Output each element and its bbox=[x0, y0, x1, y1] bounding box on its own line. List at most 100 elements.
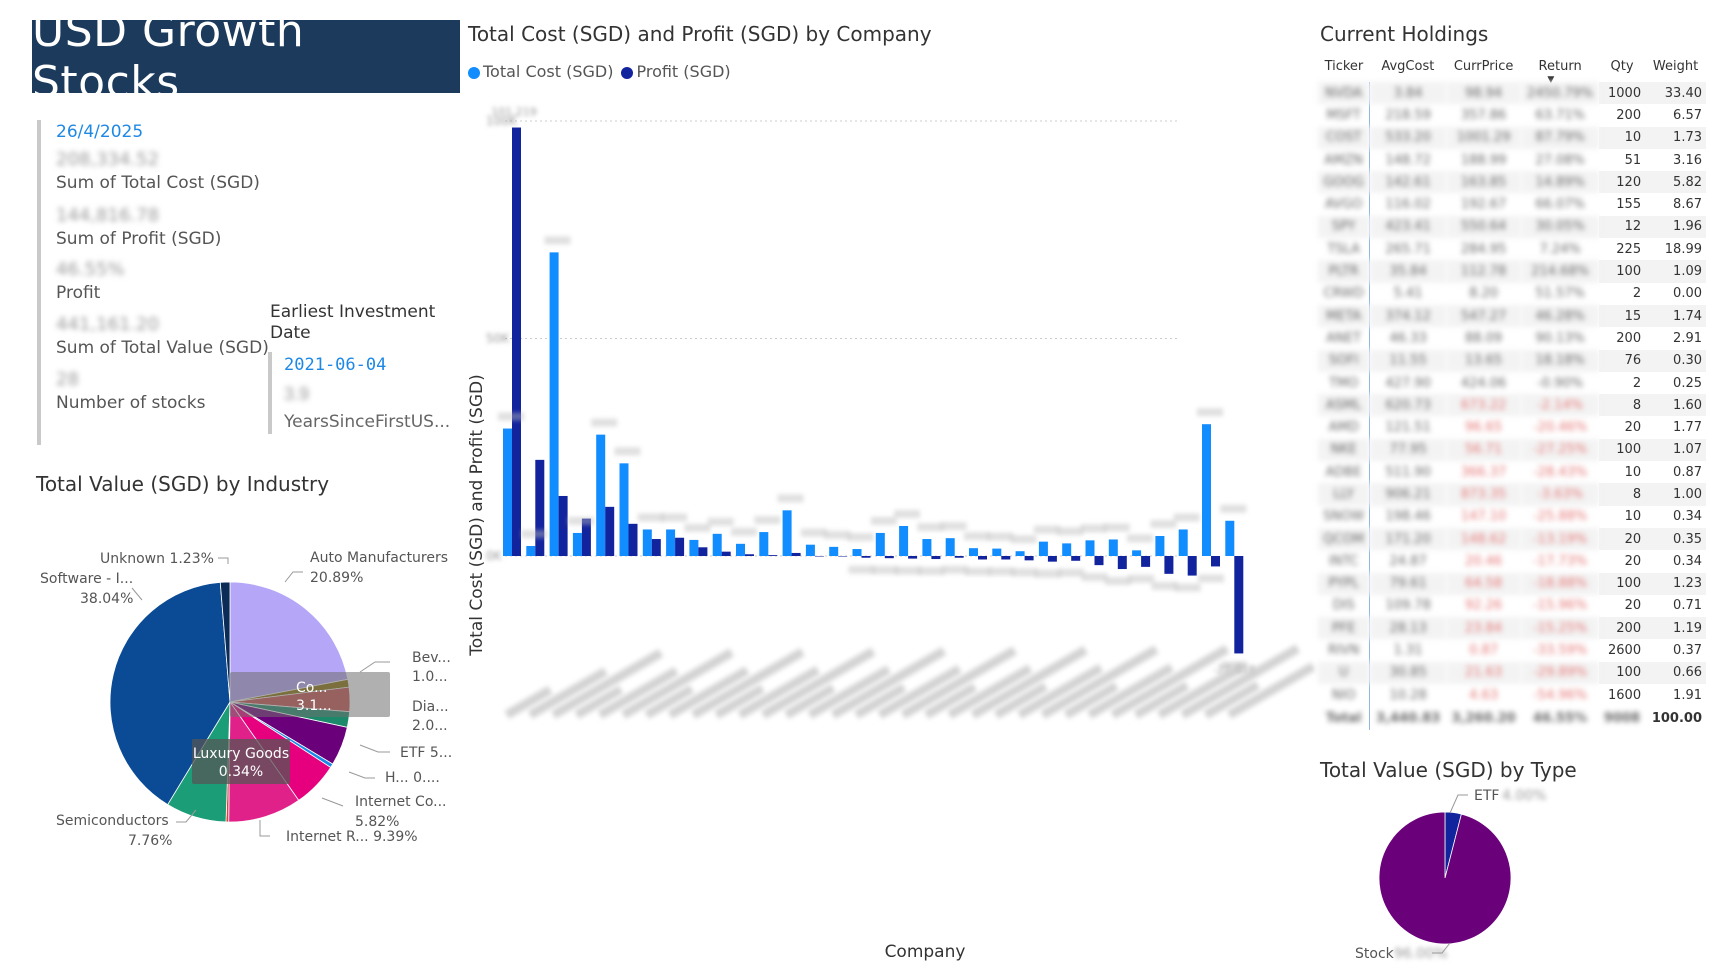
table-row[interactable]: PLTR 35.84 112.78 214.68% 100 1.09 bbox=[1318, 260, 1706, 283]
table-row[interactable]: RIVN 1.31 0.87 -33.59% 2600 0.37 bbox=[1318, 639, 1706, 662]
table-row[interactable]: ADBE 511.90 366.37 -28.43% 10 0.87 bbox=[1318, 461, 1706, 484]
bar-profit[interactable] bbox=[768, 555, 778, 556]
slice-stock-type[interactable] bbox=[1378, 811, 1512, 945]
bar-total-cost[interactable] bbox=[1202, 424, 1211, 556]
bar-total-cost[interactable] bbox=[1038, 541, 1048, 556]
bar-total-cost[interactable] bbox=[596, 434, 606, 556]
table-row[interactable]: AVGO 116.02 192.67 66.07% 155 8.67 bbox=[1318, 193, 1706, 216]
bar-total-cost[interactable] bbox=[852, 549, 862, 556]
table-row[interactable]: SOFI 11.55 13.65 18.18% 76 0.30 bbox=[1318, 349, 1706, 372]
bar-profit[interactable] bbox=[931, 556, 941, 560]
bar-total-cost[interactable] bbox=[712, 533, 722, 556]
bar-profit[interactable] bbox=[838, 556, 848, 557]
bar-profit[interactable] bbox=[628, 523, 638, 556]
table-row[interactable]: DIS 109.78 92.26 -15.96% 20 0.71 bbox=[1318, 594, 1706, 618]
bar-total-cost[interactable] bbox=[526, 545, 536, 556]
bar-profit[interactable] bbox=[954, 556, 964, 558]
table-row[interactable]: ASML 620.73 673.22 -2.14% 8 1.60 bbox=[1318, 394, 1706, 417]
table-row[interactable]: META 374.12 547.27 46.28% 15 1.74 bbox=[1318, 304, 1706, 328]
col-currprice[interactable]: CurrPrice bbox=[1453, 58, 1514, 74]
bar-profit[interactable] bbox=[1234, 556, 1244, 654]
table-row[interactable]: QCOM 171.20 148.62 -13.19% 20 0.35 bbox=[1318, 527, 1706, 551]
bar-profit[interactable] bbox=[745, 554, 754, 556]
bar-total-cost[interactable] bbox=[1132, 550, 1142, 556]
col-ticker[interactable]: Ticker bbox=[1324, 58, 1364, 74]
bar-total-cost[interactable] bbox=[1155, 535, 1165, 556]
bar-total-cost[interactable] bbox=[642, 529, 652, 556]
bar-profit[interactable] bbox=[1141, 556, 1151, 567]
table-row[interactable]: INTC 24.87 20.46 -17.73% 20 0.34 bbox=[1318, 550, 1706, 573]
bar-profit[interactable] bbox=[861, 556, 871, 558]
bar-profit[interactable] bbox=[884, 556, 894, 559]
bar-total-cost[interactable] bbox=[805, 544, 815, 556]
bar-profit[interactable] bbox=[978, 556, 987, 560]
bar-total-cost[interactable] bbox=[736, 543, 745, 556]
table-row[interactable]: COST 533.20 1001.29 87.79% 10 1.73 bbox=[1318, 126, 1706, 149]
bar-total-cost[interactable] bbox=[619, 463, 629, 556]
bar-total-cost[interactable] bbox=[782, 510, 792, 556]
bar-profit[interactable] bbox=[908, 556, 918, 559]
table-row[interactable]: PYPL 79.61 64.58 -18.88% 100 1.23 bbox=[1318, 572, 1706, 595]
table-row[interactable]: GOOG 142.61 163.85 14.89% 120 5.82 bbox=[1318, 171, 1706, 194]
bar-profit[interactable] bbox=[512, 127, 521, 557]
bar-total-cost[interactable] bbox=[666, 529, 676, 556]
bar-profit[interactable] bbox=[1047, 556, 1057, 562]
bar-profit[interactable] bbox=[535, 459, 545, 556]
bar-total-cost[interactable] bbox=[1225, 520, 1235, 556]
bar-profit[interactable] bbox=[1024, 556, 1034, 561]
table-row[interactable]: NIO 10.28 4.63 -54.96% 1600 1.91 bbox=[1318, 684, 1706, 707]
table-row[interactable]: TSLA 265.71 284.95 7.24% 225 18.99 bbox=[1318, 238, 1706, 261]
bar-total-cost[interactable] bbox=[1085, 540, 1095, 556]
bar-total-cost[interactable] bbox=[945, 538, 955, 556]
bar-total-cost[interactable] bbox=[969, 548, 978, 556]
bar-total-cost[interactable] bbox=[1062, 543, 1072, 556]
table-row[interactable]: SPY 423.41 550.64 30.05% 12 1.96 bbox=[1318, 215, 1706, 239]
table-row[interactable]: AMZN 148.72 188.99 27.08% 51 3.16 bbox=[1318, 148, 1706, 172]
bar-profit[interactable] bbox=[675, 537, 685, 556]
slice-unknown[interactable] bbox=[219, 581, 231, 703]
table-row[interactable]: LLY 906.21 873.35 -3.63% 8 1.00 bbox=[1318, 483, 1706, 506]
bar-total-cost[interactable] bbox=[1108, 539, 1118, 556]
bar-total-cost[interactable] bbox=[1015, 551, 1025, 556]
table-row[interactable]: NKE 77.95 56.71 -27.25% 100 1.07 bbox=[1318, 438, 1706, 462]
bar-profit[interactable] bbox=[1094, 556, 1104, 566]
bar-total-cost[interactable] bbox=[899, 525, 909, 556]
bar-profit[interactable] bbox=[791, 552, 801, 556]
bar-profit[interactable] bbox=[1001, 556, 1011, 560]
bar-profit[interactable] bbox=[721, 551, 731, 556]
table-row[interactable]: CRWD 5.41 8.20 51.57% 2 0.00 bbox=[1318, 282, 1706, 305]
legend-item-total-cost[interactable]: Total Cost (SGD) bbox=[468, 62, 613, 81]
bar-profit[interactable] bbox=[558, 495, 568, 556]
bar-profit[interactable] bbox=[1117, 556, 1127, 570]
col-qty[interactable]: Qty bbox=[1610, 58, 1634, 74]
table-row[interactable]: SNOW 198.46 147.10 -25.88% 10 0.34 bbox=[1318, 505, 1706, 528]
bar-total-cost[interactable] bbox=[689, 539, 699, 556]
bar-profit[interactable] bbox=[1071, 556, 1081, 561]
bar-total-cost[interactable] bbox=[829, 546, 839, 556]
table-row[interactable]: TMO 427.90 424.06 -0.90% 2 0.25 bbox=[1318, 371, 1706, 395]
bar-total-cost[interactable] bbox=[572, 532, 582, 556]
bar-profit[interactable] bbox=[581, 518, 591, 556]
bar-total-cost[interactable] bbox=[759, 532, 769, 556]
col-weight[interactable]: Weight bbox=[1652, 58, 1699, 74]
bar-profit[interactable] bbox=[1211, 556, 1220, 567]
col-avgcost[interactable]: AvgCost bbox=[1381, 58, 1435, 74]
bar-profit[interactable] bbox=[1187, 556, 1197, 576]
bar-total-cost[interactable] bbox=[992, 548, 1002, 556]
legend-item-profit[interactable]: Profit (SGD) bbox=[621, 62, 731, 81]
bar-total-cost[interactable] bbox=[875, 532, 885, 556]
bar-total-cost[interactable] bbox=[922, 539, 932, 556]
table-row[interactable]: NVDA 3.84 98.94 2450.79% 1000 33.40 bbox=[1318, 82, 1706, 105]
bar-profit[interactable] bbox=[814, 556, 824, 557]
bar-profit[interactable] bbox=[651, 539, 661, 556]
table-row[interactable]: AMD 121.51 96.65 -20.46% 20 1.77 bbox=[1318, 416, 1706, 439]
bar-total-cost[interactable] bbox=[1178, 529, 1188, 556]
bar-total-cost[interactable] bbox=[503, 428, 512, 556]
col-return[interactable]: Return ▼ bbox=[1521, 50, 1599, 86]
bar-profit[interactable] bbox=[1164, 556, 1174, 574]
bar-total-cost[interactable] bbox=[549, 252, 559, 556]
table-row[interactable]: U 30.85 21.63 -29.89% 100 0.66 bbox=[1318, 661, 1706, 685]
table-row[interactable]: PFE 28.13 23.84 -15.25% 200 1.19 bbox=[1318, 617, 1706, 640]
table-row[interactable]: MSFT 218.59 357.86 63.71% 200 6.57 bbox=[1318, 104, 1706, 127]
bar-profit[interactable] bbox=[605, 506, 615, 556]
